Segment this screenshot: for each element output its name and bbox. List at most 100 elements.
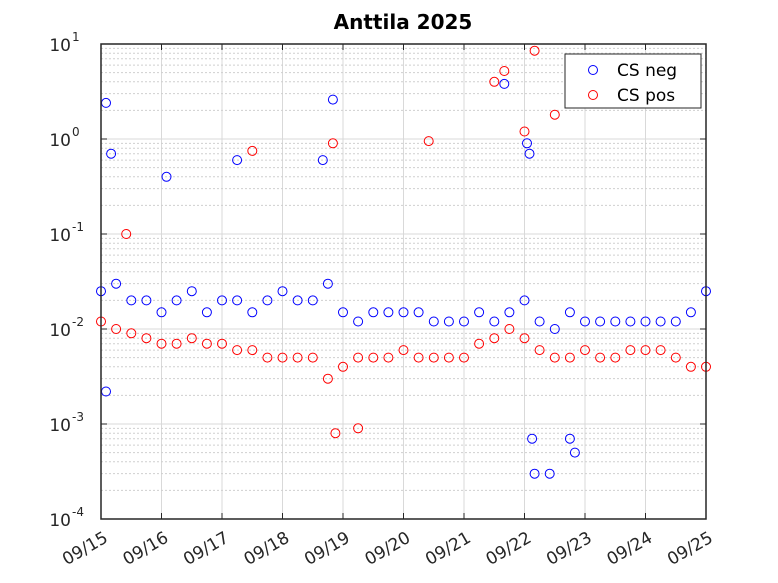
data-point	[504, 307, 515, 318]
legend-marker-cs-neg	[588, 65, 598, 75]
data-point	[156, 338, 167, 349]
data-point	[580, 316, 590, 327]
data-point	[186, 286, 197, 297]
data-point	[443, 352, 454, 363]
data-point	[519, 295, 530, 306]
data-point	[499, 78, 510, 89]
data-point	[156, 307, 167, 318]
data-point	[383, 307, 394, 318]
data-point	[292, 295, 303, 306]
data-point	[106, 148, 117, 159]
data-point	[398, 345, 409, 356]
data-markers	[96, 45, 711, 479]
data-point	[459, 316, 469, 327]
data-point	[625, 316, 636, 327]
data-point	[217, 295, 227, 306]
data-point	[171, 295, 182, 306]
x-tick-label: 09/24	[604, 528, 656, 570]
data-point	[685, 307, 696, 318]
data-point	[443, 316, 454, 327]
data-point	[368, 307, 379, 318]
data-point	[217, 338, 227, 349]
data-point	[247, 145, 258, 156]
data-point	[111, 278, 122, 289]
x-tick-label: 09/20	[362, 528, 414, 570]
data-point	[670, 316, 681, 327]
data-point	[277, 352, 288, 363]
data-point	[338, 361, 348, 372]
data-point	[595, 352, 606, 363]
x-tick-label: 09/17	[180, 528, 232, 570]
data-point	[262, 295, 273, 306]
data-point	[232, 295, 243, 306]
data-point	[474, 307, 485, 318]
data-point	[489, 76, 500, 87]
data-point	[353, 423, 364, 434]
data-point	[549, 109, 560, 120]
x-tick-label: 09/23	[543, 528, 595, 570]
legend: CS neg CS pos	[564, 53, 702, 109]
data-point	[489, 316, 500, 327]
legend-marker-cs-pos	[588, 90, 598, 100]
data-point	[610, 316, 621, 327]
data-point	[685, 361, 696, 372]
data-point	[330, 428, 341, 439]
data-point	[564, 352, 575, 363]
x-tick-label: 09/15	[59, 528, 111, 570]
data-point	[529, 468, 540, 479]
x-tick-label: 09/19	[301, 528, 353, 570]
data-point	[307, 295, 318, 306]
data-point	[383, 352, 394, 363]
data-point	[247, 307, 258, 318]
data-point	[625, 345, 636, 356]
x-tick-label: 09/21	[422, 528, 474, 570]
data-point	[524, 148, 535, 159]
data-point	[529, 45, 540, 56]
data-point	[569, 447, 580, 458]
data-point	[277, 286, 288, 297]
data-point	[111, 324, 122, 334]
data-point	[292, 352, 303, 363]
y-tick-exponent: -1	[72, 220, 84, 234]
y-tick-label: 10	[49, 36, 71, 56]
data-point	[338, 307, 348, 318]
y-tick-label: 10	[49, 416, 71, 436]
data-point	[534, 345, 545, 356]
chart-title: Anttila 2025	[334, 10, 473, 34]
data-point	[126, 328, 137, 339]
data-point	[353, 316, 364, 327]
data-point	[171, 338, 182, 349]
data-point	[655, 345, 666, 356]
data-point	[161, 171, 172, 182]
data-point	[519, 333, 530, 344]
y-tick-exponent: -3	[72, 410, 84, 424]
series-cs-neg	[96, 78, 711, 479]
data-point	[186, 333, 197, 344]
data-point	[353, 352, 364, 363]
y-tick-label: 10	[49, 131, 71, 151]
legend-label-cs-pos: CS pos	[617, 86, 675, 106]
y-tick-label: 10	[49, 511, 71, 531]
data-point	[327, 94, 338, 105]
data-point	[489, 333, 500, 344]
y-tick-exponent: -2	[72, 315, 84, 329]
data-point	[322, 373, 333, 384]
data-point	[580, 345, 590, 356]
data-point	[640, 345, 651, 356]
data-point	[428, 316, 439, 327]
data-point	[126, 295, 137, 306]
data-point	[610, 352, 621, 363]
data-point	[247, 345, 258, 356]
data-point	[519, 126, 530, 137]
data-point	[413, 352, 424, 363]
series-cs-pos	[96, 45, 711, 439]
data-point	[322, 278, 333, 289]
data-point	[413, 307, 424, 318]
data-point	[307, 352, 318, 363]
data-point	[232, 155, 243, 166]
data-point	[423, 136, 434, 147]
data-point	[201, 338, 212, 349]
data-point	[474, 338, 485, 349]
y-tick-exponent: 0	[72, 125, 80, 139]
